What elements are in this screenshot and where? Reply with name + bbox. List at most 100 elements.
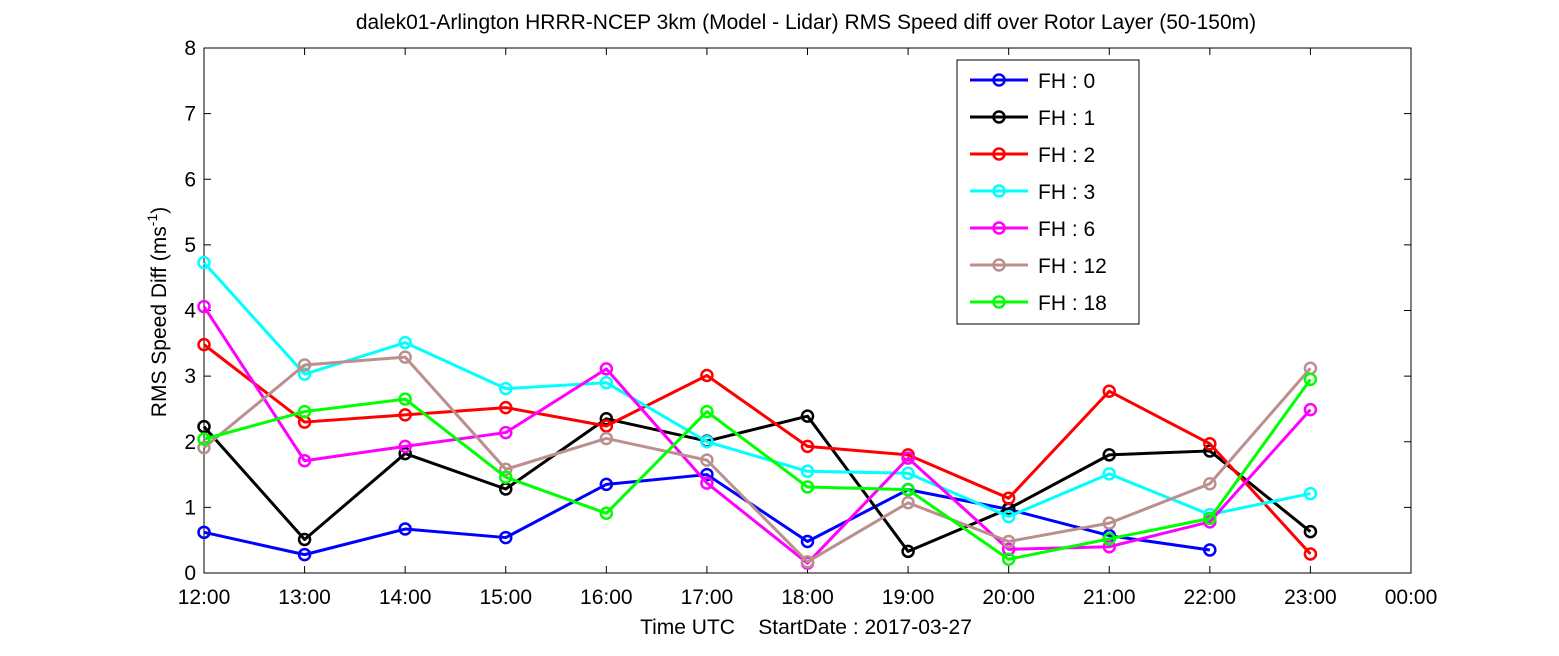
data-point	[700, 453, 714, 467]
data-point	[1001, 552, 1016, 566]
x-tick-label: 19:00	[882, 586, 935, 609]
legend-item: FH : 18	[970, 292, 1107, 315]
legend-marker	[992, 258, 1006, 272]
legend-marker	[992, 184, 1006, 198]
data-point	[499, 400, 513, 415]
x-tick-label: 20:00	[982, 586, 1035, 609]
data-point	[197, 419, 211, 434]
legend-item: FH : 12	[970, 255, 1107, 278]
data-point	[700, 435, 714, 449]
data-point	[800, 464, 815, 479]
series-line	[203, 473, 1211, 557]
x-tick-label: 00:00	[1385, 586, 1438, 609]
data-point	[700, 368, 714, 383]
x-tick-label: 13:00	[278, 586, 331, 609]
data-point	[398, 408, 412, 422]
legend-item: FH : 6	[970, 218, 1095, 241]
y-tick-label: 8	[184, 37, 196, 60]
data-point	[1203, 477, 1217, 491]
series-line	[203, 343, 1312, 555]
data-point	[1303, 372, 1318, 387]
data-point	[599, 362, 614, 376]
data-point	[398, 446, 412, 461]
x-tick-label: 12:00	[178, 586, 231, 609]
data-point	[297, 404, 312, 419]
series-6	[197, 372, 1318, 566]
series-5	[197, 350, 1318, 569]
data-point	[901, 544, 915, 559]
data-point	[599, 477, 614, 492]
legend-marker	[992, 295, 1006, 309]
x-axis-label: Time UTC StartDate : 2017-03-27	[640, 616, 972, 639]
y-tick-label: 3	[184, 365, 196, 388]
x-tick-label: 22:00	[1184, 586, 1237, 609]
legend-item: FH : 2	[970, 144, 1095, 167]
legend-marker	[992, 73, 1006, 87]
data-point	[599, 375, 614, 390]
data-point	[1102, 384, 1116, 398]
data-point	[901, 451, 915, 465]
y-tick-label: 5	[184, 234, 196, 257]
data-point	[700, 476, 714, 490]
y-tick-label: 4	[184, 300, 196, 323]
data-point	[901, 482, 915, 497]
plot-area	[203, 47, 1412, 574]
chart-title: dalek01-Arlington HRRR-NCEP 3km (Model -…	[356, 11, 1256, 34]
series-3	[197, 255, 1318, 524]
data-point	[499, 381, 513, 396]
y-tick-label: 2	[184, 431, 196, 454]
legend-label: FH : 2	[1038, 144, 1095, 167]
data-point	[1303, 402, 1318, 417]
series-line	[203, 355, 1312, 564]
y-axis-label: RMS Speed Diff (ms-1)	[144, 207, 171, 417]
legend-marker	[992, 110, 1006, 124]
x-tick-label: 15:00	[479, 586, 532, 609]
data-point	[1303, 486, 1318, 501]
y-tick-label: 7	[184, 103, 196, 126]
data-point	[700, 404, 714, 419]
data-point	[297, 367, 312, 381]
legend-item: FH : 3	[970, 181, 1095, 204]
data-point	[297, 454, 312, 468]
data-point	[499, 530, 513, 545]
y-tick-label: 0	[184, 562, 196, 585]
data-point	[700, 467, 714, 482]
data-point	[1303, 547, 1318, 561]
legend-label: FH : 6	[1038, 218, 1095, 241]
data-point	[1102, 516, 1116, 530]
y-tick-label: 6	[184, 168, 196, 191]
series-line	[202, 414, 1312, 553]
data-point	[197, 337, 211, 352]
data-point	[1001, 534, 1016, 549]
legend-label: FH : 0	[1038, 70, 1095, 93]
x-tick-label: 17:00	[681, 586, 734, 609]
data-point	[599, 431, 614, 446]
legend-marker	[992, 221, 1006, 235]
legend-item: FH : 1	[970, 107, 1095, 130]
data-point	[1203, 543, 1217, 557]
data-point	[398, 350, 412, 364]
data-point	[499, 425, 513, 440]
legend-label: FH : 3	[1038, 181, 1095, 204]
data-point	[901, 466, 915, 480]
data-point	[297, 547, 312, 562]
data-point	[599, 419, 614, 433]
data-point	[499, 462, 513, 477]
x-tick-label: 23:00	[1284, 586, 1337, 609]
x-tick-label: 21:00	[1083, 586, 1136, 609]
data-point	[800, 555, 815, 569]
data-point	[398, 335, 412, 350]
data-point	[800, 534, 815, 549]
data-point	[297, 358, 312, 372]
data-point	[1203, 436, 1217, 451]
data-point	[1303, 524, 1318, 539]
data-point	[1102, 532, 1116, 546]
series-line	[202, 305, 1312, 565]
series-4	[197, 299, 1318, 570]
data-point	[599, 506, 614, 521]
data-point	[800, 409, 815, 423]
series-2	[197, 337, 1318, 561]
series-layer	[197, 255, 1318, 570]
series-line	[203, 378, 1312, 561]
